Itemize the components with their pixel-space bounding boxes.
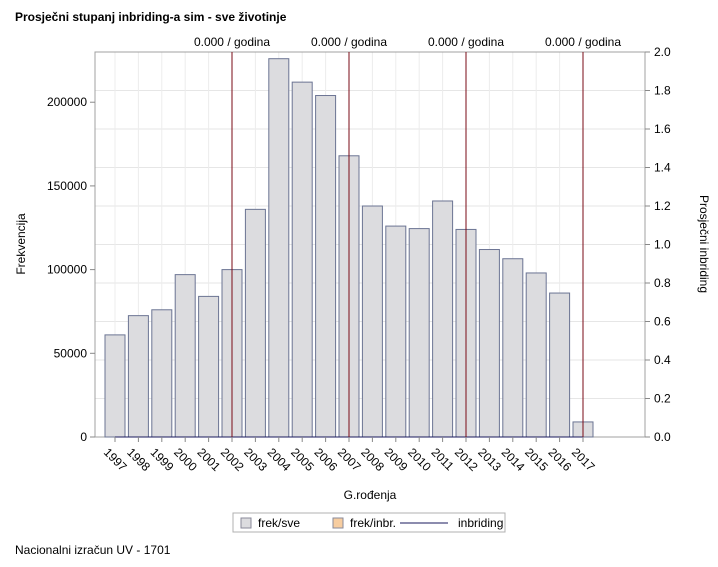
x-tick-label-2009: 2009 bbox=[382, 445, 411, 474]
x-tick-label-1997: 1997 bbox=[101, 445, 130, 474]
x-tick-label-2011: 2011 bbox=[428, 445, 456, 473]
footnote: Nacionalni izračun UV - 1701 bbox=[15, 543, 171, 557]
legend-label-1: frek/inbr. bbox=[350, 516, 396, 530]
chart-title: Prosječni stupanj inbriding-a sim - sve … bbox=[15, 10, 287, 24]
y2-tick-label-7: 1.4 bbox=[654, 161, 671, 175]
x-tick-label-2013: 2013 bbox=[475, 445, 504, 474]
x-tick-label-1999: 1999 bbox=[148, 445, 177, 474]
x-tick-label-2015: 2015 bbox=[522, 445, 551, 474]
legend-label-2: inbriding bbox=[458, 516, 503, 530]
x-tick-label-2010: 2010 bbox=[405, 445, 434, 474]
x-tick-label-2004: 2004 bbox=[265, 445, 294, 474]
y-tick-label-0: 0 bbox=[80, 430, 87, 444]
legend-box bbox=[232, 512, 506, 533]
bar-1999 bbox=[151, 309, 173, 438]
x-tick-label-2002: 2002 bbox=[218, 445, 247, 474]
y-axis-left: 0 50000 100000 150000 200000 bbox=[47, 95, 95, 444]
y2-tick-label-4: 0.8 bbox=[654, 276, 671, 290]
x-tick-label-2001: 2001 bbox=[194, 445, 223, 474]
bar-2006 bbox=[315, 95, 337, 438]
y2-tick-label-1: 0.2 bbox=[654, 392, 671, 406]
x-tick-label-2007: 2007 bbox=[335, 445, 364, 474]
bar-2009 bbox=[385, 225, 407, 438]
bar-1998 bbox=[127, 315, 149, 438]
bar-2008 bbox=[361, 205, 383, 438]
y2-tick-label-0: 0.0 bbox=[654, 430, 671, 444]
bar-2014 bbox=[502, 258, 524, 438]
reference-label-2017: 0.000 / godina bbox=[545, 35, 621, 49]
legend-swatch-1 bbox=[332, 517, 344, 529]
x-tick-label-2014: 2014 bbox=[499, 445, 528, 474]
x-tick-label-2003: 2003 bbox=[241, 445, 270, 474]
y-axis-label: Frekvencija bbox=[14, 213, 28, 275]
reference-label-2012: 0.000 / godina bbox=[428, 35, 504, 49]
bar-2001 bbox=[198, 295, 220, 438]
bar-2013 bbox=[478, 249, 500, 438]
x-tick-label-1998: 1998 bbox=[124, 445, 153, 474]
reference-label-2002: 0.000 / godina bbox=[194, 35, 270, 49]
y2-axis-label: Prosječni inbriding bbox=[697, 195, 711, 293]
x-tick-label-2005: 2005 bbox=[288, 445, 317, 474]
y2-tick-label-10: 2.0 bbox=[654, 45, 671, 59]
legend-swatch-0 bbox=[240, 517, 252, 529]
y-tick-label-3: 150000 bbox=[47, 179, 87, 193]
reference-lines: 0.000 / godina 0.000 / godina 0.000 / godi… bbox=[194, 35, 621, 437]
bar-2005 bbox=[291, 81, 313, 438]
legend: frek/sve frek/inbr. inbriding bbox=[232, 512, 506, 533]
x-tick-label-2006: 2006 bbox=[311, 445, 340, 474]
reference-label-2007: 0.000 / godina bbox=[311, 35, 387, 49]
y-tick-label-2: 100000 bbox=[47, 263, 87, 277]
x-tick-label-2017: 2017 bbox=[569, 445, 598, 474]
y-tick-label-4: 200000 bbox=[47, 95, 87, 109]
y2-tick-label-9: 1.8 bbox=[654, 84, 671, 98]
bar-2000 bbox=[174, 274, 196, 438]
x-tick-label-2016: 2016 bbox=[545, 445, 574, 474]
bar-2011 bbox=[432, 200, 454, 438]
bar-2004 bbox=[268, 58, 290, 438]
bars bbox=[104, 58, 594, 438]
x-axis: 1997199819992000200120022003200420052006… bbox=[101, 437, 598, 474]
bar-2015 bbox=[525, 272, 547, 438]
y2-tick-label-8: 1.6 bbox=[654, 122, 671, 136]
y2-tick-label-2: 0.4 bbox=[654, 353, 671, 367]
y2-tick-label-5: 1.0 bbox=[654, 238, 671, 252]
bar-2016 bbox=[549, 292, 571, 438]
y2-tick-label-6: 1.2 bbox=[654, 199, 671, 213]
x-tick-label-2000: 2000 bbox=[171, 445, 200, 474]
x-tick-label-2012: 2012 bbox=[452, 445, 481, 474]
bar-1997 bbox=[104, 334, 126, 438]
y-tick-label-1: 50000 bbox=[54, 346, 88, 360]
y2-tick-label-3: 0.6 bbox=[654, 315, 671, 329]
x-axis-label: G.rođenja bbox=[344, 488, 397, 502]
x-tick-label-2008: 2008 bbox=[358, 445, 387, 474]
bar-2003 bbox=[244, 208, 266, 438]
bar-2010 bbox=[408, 228, 430, 438]
legend-label-0: frek/sve bbox=[258, 516, 300, 530]
y-axis-right: 0.0 0.2 0.4 0.6 0.8 1.0 1.2 1.4 1.6 1.8 2.0 bbox=[645, 45, 671, 444]
